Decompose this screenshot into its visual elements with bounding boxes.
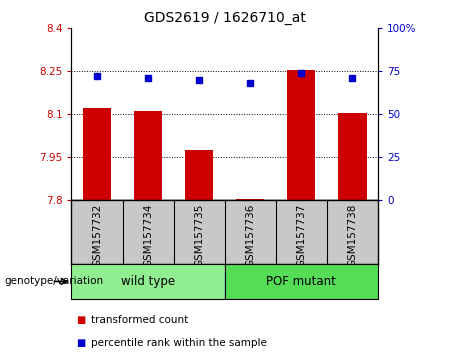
Text: GSM157736: GSM157736 (245, 203, 255, 267)
Text: GSM157735: GSM157735 (194, 203, 204, 267)
Text: wild type: wild type (121, 275, 175, 288)
Text: GSM157738: GSM157738 (348, 203, 357, 267)
Text: percentile rank within the sample: percentile rank within the sample (91, 338, 267, 348)
Bar (236, 199, 264, 200)
Text: genotype/variation: genotype/variation (5, 276, 104, 286)
Bar (225, 264, 378, 299)
Bar (83, 108, 111, 200)
Text: ■: ■ (76, 315, 85, 325)
Title: GDS2619 / 1626710_at: GDS2619 / 1626710_at (144, 11, 306, 24)
Text: ■: ■ (76, 338, 85, 348)
Text: transformed count: transformed count (91, 315, 188, 325)
Bar (71, 264, 225, 299)
Text: GSM157732: GSM157732 (92, 203, 102, 267)
Text: GSM157737: GSM157737 (296, 203, 307, 267)
Text: POF mutant: POF mutant (266, 275, 337, 288)
Text: GSM157734: GSM157734 (143, 203, 153, 267)
Bar (338, 113, 366, 200)
Bar (287, 70, 315, 200)
Bar (185, 150, 213, 200)
Bar (134, 111, 162, 200)
